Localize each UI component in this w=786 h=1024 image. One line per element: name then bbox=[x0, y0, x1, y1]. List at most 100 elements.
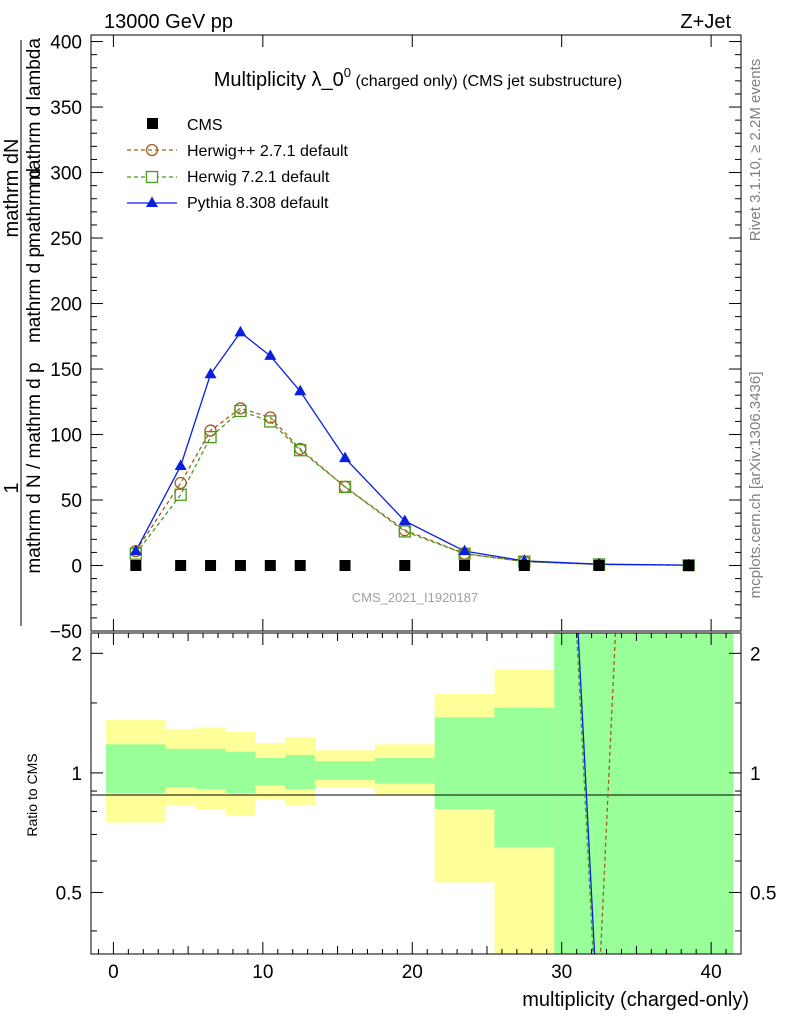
xtick-label: 10 bbox=[252, 962, 273, 983]
lower-panel: 0.5 0.5 1 1 2 2 0 10 20 30 40 Ratio to CMS multip… bbox=[24, 632, 776, 1011]
pythia-point bbox=[204, 367, 217, 379]
pythia-point bbox=[129, 544, 142, 556]
herwigpp-point bbox=[234, 402, 247, 415]
header-process: Z+Jet bbox=[680, 11, 731, 33]
legend-marker-cms bbox=[147, 118, 158, 129]
ratio-series-line bbox=[577, 632, 596, 955]
xtick-label: 0 bbox=[108, 962, 119, 983]
upper-y-axis: −50 0 50 100 150 200 250 300 350 400 bbox=[50, 33, 741, 643]
herwig7-point bbox=[174, 488, 187, 501]
upper-panel: −50 0 50 100 150 200 250 300 350 400 CMS_2021_I19… bbox=[1, 33, 742, 643]
pythia-point bbox=[458, 544, 471, 556]
mcplots-credit-label: mcplots.cern.ch [arXiv:1306.3436] bbox=[747, 372, 764, 599]
herwig7-point bbox=[338, 480, 352, 494]
upper-ytick-label: −50 bbox=[50, 622, 82, 643]
ratio-inner-band bbox=[285, 754, 316, 790]
cms-data-point bbox=[399, 560, 411, 572]
upper-ytick-label: 150 bbox=[50, 360, 82, 381]
xtick-label: 30 bbox=[551, 962, 572, 983]
cms-data-point bbox=[175, 560, 187, 572]
lower-plot-frame bbox=[90, 632, 742, 955]
legend-marker-pythia bbox=[146, 196, 158, 207]
legend: CMS Herwig++ 2.7.1 default Herwig 7.2.1 … bbox=[127, 117, 349, 212]
legend-label-pythia: Pythia 8.308 default bbox=[187, 195, 329, 212]
upper-ytick-label: 200 bbox=[50, 295, 82, 316]
ratio-uncertainty-bands bbox=[105, 633, 734, 954]
series-line-1 bbox=[135, 407, 689, 566]
herwig7-point bbox=[294, 444, 307, 457]
lower-ytick-label: 1 bbox=[71, 764, 82, 785]
cms-data-point bbox=[264, 560, 276, 572]
upper-ylabel-part3: mathrm d lambda bbox=[24, 38, 45, 186]
upper-plot-frame bbox=[90, 34, 742, 632]
series-line-2 bbox=[135, 410, 689, 566]
legend-label-cms: CMS bbox=[187, 117, 223, 134]
upper-ylabel-part2: mathrm d p bbox=[24, 247, 45, 343]
herwig7-point bbox=[398, 525, 411, 538]
plot-title-rest: (charged only) (CMS jet substructure) bbox=[351, 73, 622, 90]
upper-ylabel-part4: mathrm d bbox=[24, 168, 45, 248]
cms-data-point bbox=[339, 560, 351, 572]
herwig7-point bbox=[264, 415, 277, 428]
xtick-label: 20 bbox=[402, 962, 423, 983]
watermark-analysis-id: CMS_2021_I1920187 bbox=[352, 590, 479, 605]
legend-label-herwigpp: Herwig++ 2.7.1 default bbox=[187, 143, 349, 160]
cms-data-point bbox=[459, 560, 471, 572]
ratio-inner-band bbox=[434, 717, 495, 810]
ratio-series-line bbox=[599, 632, 617, 955]
ratio-inner-band bbox=[225, 751, 256, 793]
rivet-version-label: Rivet 3.1.10, ≥ 2.2M events bbox=[747, 59, 764, 242]
herwig7-point bbox=[204, 430, 217, 444]
lower-ylabel: Ratio to CMS bbox=[24, 753, 40, 836]
pythia-point bbox=[174, 459, 187, 470]
x-axis: 0 10 20 30 40 bbox=[97, 633, 742, 983]
lower-y-axis: 0.5 0.5 1 1 2 2 bbox=[56, 644, 776, 932]
lower-ytick-label-right: 0.5 bbox=[750, 883, 776, 904]
cms-data-point bbox=[593, 560, 605, 572]
ratio-inner-band bbox=[315, 761, 375, 780]
ratio-inner-band bbox=[105, 744, 166, 793]
ratio-inner-band bbox=[255, 758, 286, 786]
herwigpp-point bbox=[204, 424, 217, 437]
cms-data-point bbox=[130, 560, 142, 572]
upper-ylabel-one: 1 bbox=[1, 482, 23, 493]
ratio-inner-band bbox=[374, 758, 435, 784]
lower-ytick-label-right: 2 bbox=[750, 644, 761, 665]
legend-marker-herwig7 bbox=[145, 170, 159, 184]
plot-title: Multiplicity λ_00 (charged only) (CMS je… bbox=[214, 65, 622, 91]
pythia-point bbox=[398, 514, 411, 525]
upper-ylabel-part1: mathrm d N / mathrm d p bbox=[24, 362, 45, 573]
cms-data-point bbox=[205, 560, 217, 572]
upper-ytick-label: 0 bbox=[71, 557, 82, 578]
xtick-label: 40 bbox=[701, 962, 722, 983]
lower-ytick-label-right: 1 bbox=[750, 764, 761, 785]
lower-ytick-label: 2 bbox=[71, 644, 82, 665]
herwigpp-point bbox=[174, 476, 187, 490]
ratio-inner-band bbox=[554, 633, 734, 954]
cms-data-point bbox=[683, 560, 695, 572]
cms-data-point bbox=[234, 560, 246, 572]
ratio-inner-band bbox=[195, 748, 226, 790]
upper-ytick-label: 400 bbox=[50, 33, 82, 54]
pythia-point bbox=[264, 349, 277, 360]
cms-data-point bbox=[518, 560, 530, 572]
upper-series-layer bbox=[129, 325, 695, 572]
cms-data-point bbox=[294, 560, 306, 572]
plot-title-main: Multiplicity λ_0 bbox=[214, 69, 344, 91]
upper-ytick-label: 250 bbox=[50, 229, 82, 250]
ratio-inner-band bbox=[165, 748, 196, 788]
ratio-series-line bbox=[575, 632, 594, 955]
upper-ytick-label: 300 bbox=[50, 164, 82, 185]
x-axis-label: multiplicity (charged-only) bbox=[522, 989, 749, 1011]
series-line-3 bbox=[135, 331, 689, 566]
herwig7-point bbox=[234, 404, 247, 418]
upper-ylabel-numerator: mathrm dN bbox=[1, 139, 23, 238]
upper-ytick-label: 50 bbox=[61, 491, 82, 512]
legend-marker-herwigpp bbox=[145, 143, 159, 157]
legend-label-herwig7: Herwig 7.2.1 default bbox=[187, 169, 330, 186]
upper-ytick-label: 100 bbox=[50, 426, 82, 447]
pythia-point bbox=[234, 325, 247, 337]
ratio-series-layer bbox=[575, 632, 617, 955]
header-energy: 13000 GeV pp bbox=[104, 11, 233, 33]
